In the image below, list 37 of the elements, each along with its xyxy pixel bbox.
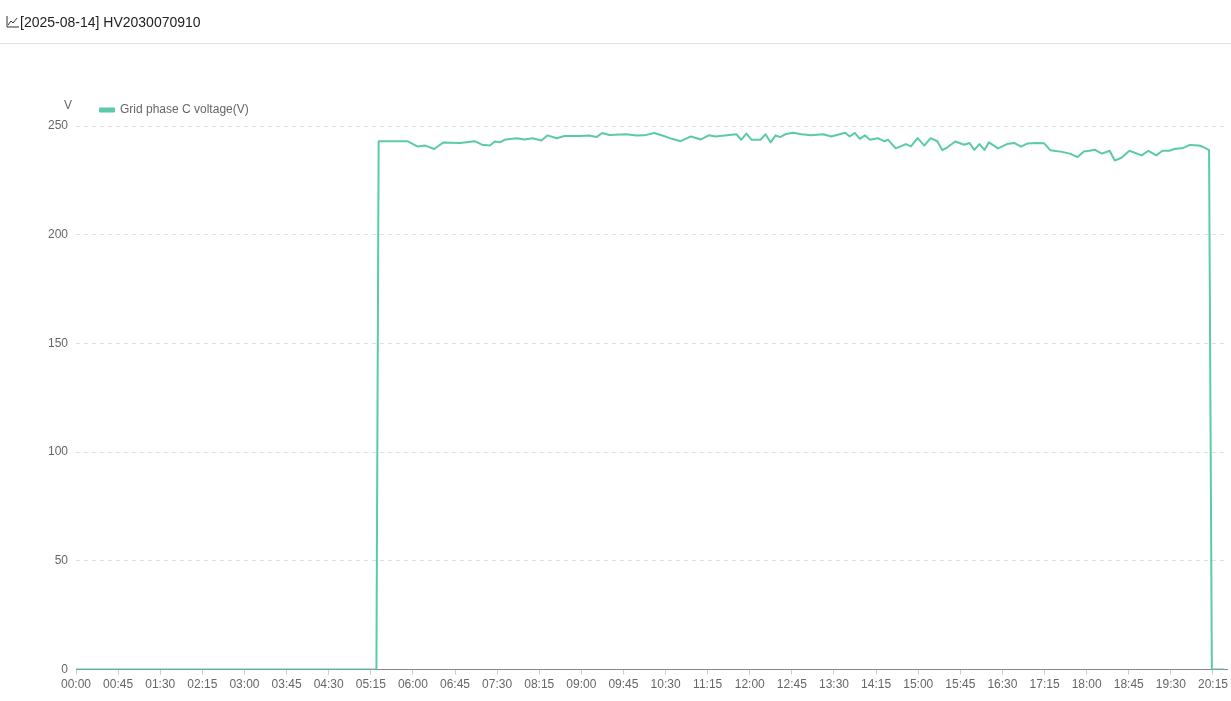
x-tick-label: 20:15 bbox=[1197, 677, 1229, 692]
x-tick-label: 05:15 bbox=[355, 677, 387, 692]
x-tick-label: 14:15 bbox=[861, 677, 892, 692]
y-tick-label: 50 bbox=[54, 553, 69, 568]
x-tick-label: 18:45 bbox=[1113, 677, 1145, 692]
x-tick-label: 08:15 bbox=[524, 677, 555, 692]
y-axis-title: V bbox=[64, 98, 73, 113]
x-tick-label: 09:00 bbox=[566, 677, 597, 692]
x-tick-label: 02:15 bbox=[187, 677, 218, 692]
y-tick-label: 200 bbox=[47, 227, 69, 242]
x-tick-label: 15:00 bbox=[903, 677, 934, 692]
y-tick-label: 250 bbox=[47, 118, 69, 133]
y-tick-label: 0 bbox=[61, 661, 69, 676]
x-tick-label: 03:00 bbox=[229, 677, 260, 692]
x-tick-label: 00:45 bbox=[103, 677, 134, 692]
x-tick-label: 18:00 bbox=[1071, 677, 1102, 692]
x-tick-label: 04:30 bbox=[313, 677, 345, 692]
x-tick-label: 01:30 bbox=[145, 677, 176, 692]
x-tick-label: 15:45 bbox=[945, 677, 976, 692]
x-tick-label: 10:30 bbox=[650, 677, 681, 692]
y-tick-label: 150 bbox=[47, 335, 69, 350]
x-tick-label: 03:45 bbox=[271, 677, 302, 692]
x-tick-label: 12:00 bbox=[734, 677, 766, 692]
chart-title: [2025-08-14] HV2030070910 bbox=[20, 13, 201, 30]
x-tick-label: 19:30 bbox=[1155, 677, 1187, 692]
legend-label: Grid phase C voltage(V) bbox=[120, 102, 249, 117]
x-tick-label: 11:15 bbox=[693, 677, 723, 692]
x-tick-label: 00:00 bbox=[61, 677, 92, 692]
x-tick-label: 07:30 bbox=[482, 677, 513, 692]
x-tick-label: 09:45 bbox=[608, 677, 639, 692]
x-tick-label: 06:00 bbox=[397, 677, 429, 692]
x-tick-label: 12:45 bbox=[776, 677, 808, 692]
x-tick-label: 06:45 bbox=[439, 677, 471, 692]
y-tick-label: 100 bbox=[47, 444, 69, 459]
x-tick-label: 13:30 bbox=[818, 677, 850, 692]
x-tick-label: 16:30 bbox=[987, 677, 1018, 692]
x-tick-label: 17:15 bbox=[1029, 677, 1060, 692]
